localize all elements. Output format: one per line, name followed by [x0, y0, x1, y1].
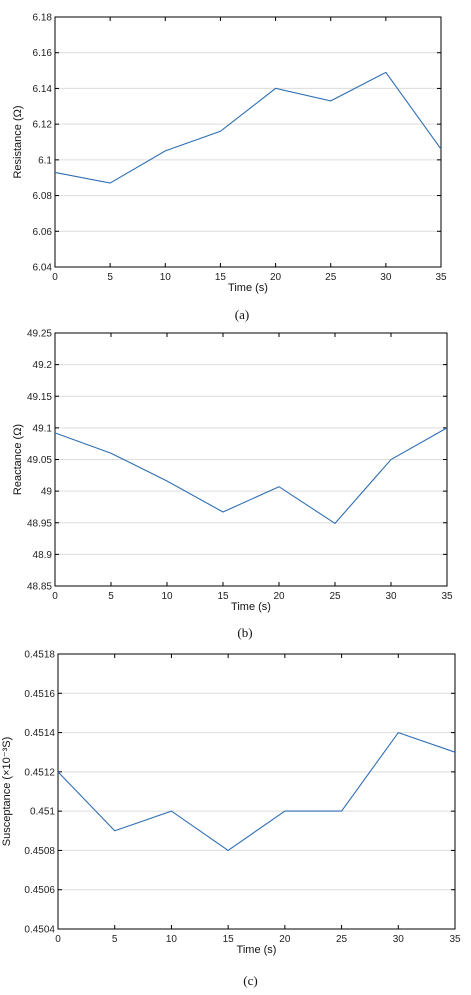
y-axis-label: Resistance (Ω)	[12, 105, 24, 178]
data-point	[390, 458, 392, 460]
x-tick-label: 0	[55, 934, 61, 945]
x-tick-label: 10	[160, 272, 172, 283]
x-tick-label: 10	[166, 934, 178, 945]
x-tick-label: 35	[449, 934, 461, 945]
y-tick-label: 6.08	[33, 191, 53, 202]
data-point	[54, 432, 56, 434]
y-tick-label: 6.1	[38, 155, 52, 166]
y-tick-label: 6.12	[33, 120, 53, 131]
x-tick-label: 35	[441, 591, 453, 602]
x-tick-label: 30	[380, 272, 392, 283]
plot-frame	[57, 653, 456, 930]
data-point	[440, 148, 442, 150]
chart-c: 0.4504 0.4506 0.4508 0.451 0.4512 0.4514 0.451…	[1, 650, 461, 989]
data-point	[114, 830, 116, 832]
y-tick-label: 0.4512	[24, 767, 55, 778]
data-point	[385, 71, 387, 73]
y-tick-label: 48.85	[27, 582, 52, 593]
y-tick-label: 49.2	[33, 360, 53, 371]
x-tick-label: 25	[329, 591, 341, 602]
chart-b: 48.85 48.9 48.95 49 49.05 49.1 49.15 49.2 49.25 0…	[12, 329, 453, 641]
data-point	[274, 87, 276, 89]
data-point	[397, 731, 399, 733]
data-point	[340, 810, 342, 812]
plot-frame	[54, 16, 442, 268]
y-tick-label: 49.05	[27, 455, 52, 466]
data-point	[219, 130, 221, 132]
data-point	[166, 480, 168, 482]
x-tick-label: 20	[270, 272, 282, 283]
y-tick-label: 6.16	[33, 48, 53, 59]
y-tick-label: 49.1	[33, 423, 53, 434]
x-tick-label: 5	[107, 272, 113, 283]
y-tick-label: 0.4504	[24, 925, 55, 936]
data-point	[334, 522, 336, 524]
y-tick-label: 6.14	[33, 84, 53, 95]
x-tick-label: 20	[273, 591, 285, 602]
y-tick-label: 6.04	[33, 263, 53, 274]
x-tick-label: 5	[108, 591, 114, 602]
y-tick-label: 48.9	[33, 550, 53, 561]
y-tick-label: 6.18	[33, 13, 53, 24]
data-point	[222, 511, 224, 513]
y-tick-label: 49.15	[27, 392, 52, 403]
x-axis-label: Time (s)	[231, 601, 271, 613]
x-axis-label: Time (s)	[237, 944, 277, 956]
y-tick-label: 6.06	[33, 227, 53, 238]
x-tick-label: 30	[385, 591, 397, 602]
x-tick-label: 35	[435, 272, 447, 283]
x-tick-label: 0	[52, 591, 58, 602]
series-line	[54, 71, 442, 184]
y-tick-label: 0.4506	[24, 885, 55, 896]
x-tick-label: 10	[161, 591, 173, 602]
x-tick-label: 30	[393, 934, 405, 945]
series-line	[54, 427, 448, 525]
data-point	[284, 810, 286, 812]
data-point	[330, 100, 332, 102]
chart-caption: (b)	[237, 625, 252, 640]
x-axis-label: Time (s)	[228, 282, 268, 294]
data-point	[110, 452, 112, 454]
data-point	[446, 427, 448, 429]
x-tick-label: 0	[52, 272, 58, 283]
y-tick-label: 48.95	[27, 518, 52, 529]
y-tick-label: 0.4518	[24, 650, 55, 661]
chart-caption: (c)	[243, 973, 257, 988]
data-point	[278, 485, 280, 487]
x-tick-label: 25	[325, 272, 337, 283]
series-line	[57, 731, 456, 852]
data-point	[454, 751, 456, 753]
y-tick-label: 0.4514	[24, 728, 55, 739]
data-point	[164, 150, 166, 152]
y-axis-label: Reactance (Ω)	[12, 424, 24, 495]
y-tick-label: 0.4508	[24, 846, 55, 857]
y-tick-label: 49.25	[27, 329, 52, 340]
data-point	[170, 810, 172, 812]
chart-a: 6.04 6.06 6.08 6.1 6.12 6.14 6.16 6.18 0 5 10 15 20 2…	[12, 13, 447, 323]
data-point	[57, 771, 59, 773]
data-point	[109, 182, 111, 184]
x-tick-label: 15	[223, 934, 235, 945]
y-tick-label: 49	[41, 487, 53, 498]
data-point	[227, 849, 229, 851]
x-tick-label: 15	[217, 591, 229, 602]
x-tick-label: 25	[336, 934, 348, 945]
data-point	[54, 171, 56, 173]
x-tick-label: 15	[215, 272, 227, 283]
x-tick-label: 5	[112, 934, 118, 945]
chart-caption: (a)	[235, 307, 249, 322]
y-axis-label: Susceptance (×10⁻³S)	[1, 737, 13, 846]
y-tick-label: 0.451	[30, 807, 55, 818]
x-tick-label: 20	[279, 934, 291, 945]
y-tick-label: 0.4516	[24, 689, 55, 700]
